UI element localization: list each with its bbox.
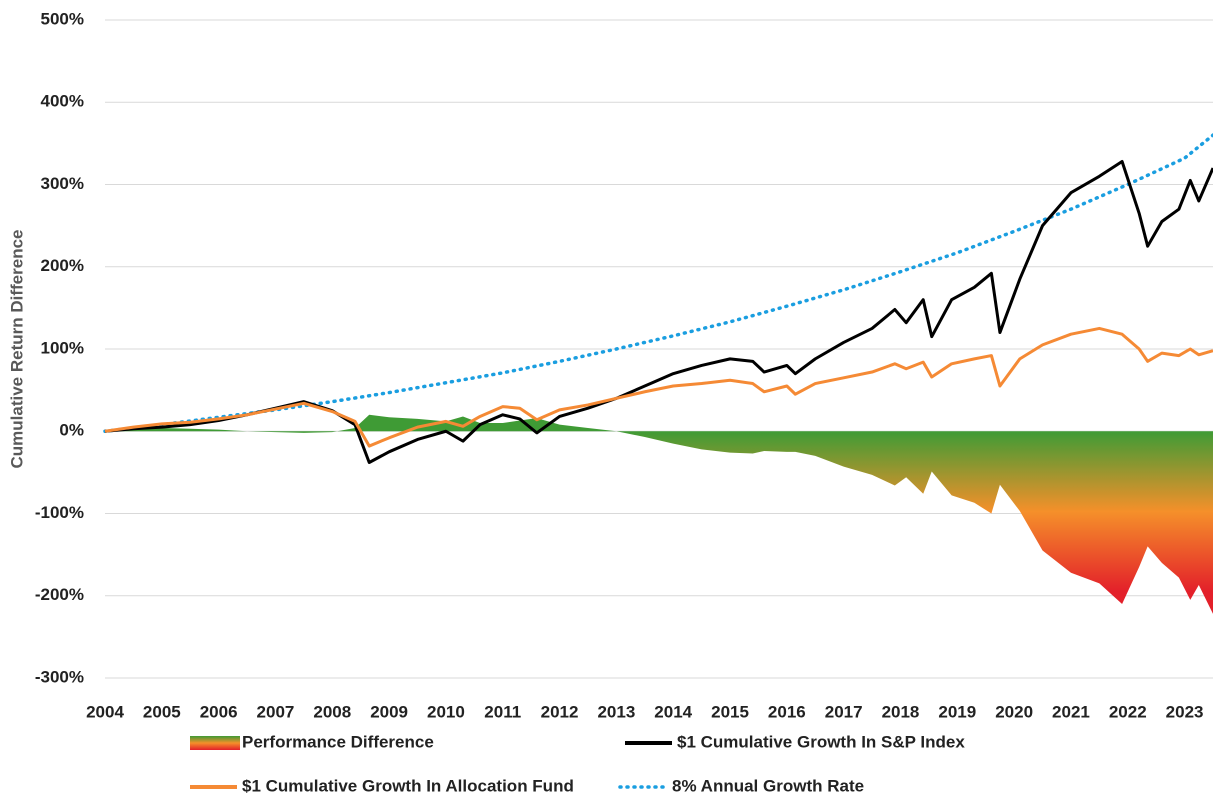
- x-tick-label: 2015: [711, 702, 749, 721]
- difference-area: [105, 414, 1213, 614]
- y-axis-label: Cumulative Return Difference: [7, 230, 26, 469]
- series-line: [104, 326, 1213, 448]
- y-tick-label: -200%: [35, 585, 84, 604]
- x-tick-label: 2016: [768, 702, 806, 721]
- x-tick-label: 2008: [313, 702, 351, 721]
- x-tick-label: 2011: [484, 702, 521, 721]
- legend-label: 8% Annual Growth Rate: [672, 776, 864, 795]
- legend-label: $1 Cumulative Growth In Allocation Fund: [242, 776, 574, 795]
- x-tick-label: 2012: [541, 702, 579, 721]
- x-tick-label: 2009: [370, 702, 408, 721]
- x-tick-label: 2005: [143, 702, 181, 721]
- x-tick-label: 2020: [995, 702, 1033, 721]
- series-line: [103, 133, 1213, 433]
- x-tick-label: 2018: [882, 702, 920, 721]
- y-tick-label: -100%: [35, 503, 84, 522]
- x-tick-label: 2019: [938, 702, 976, 721]
- x-tick-label: 2014: [654, 702, 692, 721]
- x-tick-label: 2006: [200, 702, 238, 721]
- legend-label: $1 Cumulative Growth In S&P Index: [677, 732, 965, 751]
- x-tick-label: 2021: [1052, 702, 1090, 721]
- x-tick-label: 2023: [1166, 702, 1204, 721]
- x-tick-label: 2004: [86, 702, 124, 721]
- x-tick-label: 2013: [597, 702, 635, 721]
- x-tick-label: 2010: [427, 702, 465, 721]
- y-tick-label: 500%: [41, 9, 84, 28]
- x-tick-label: 2022: [1109, 702, 1147, 721]
- y-tick-label: 200%: [41, 256, 84, 275]
- series-line: [104, 159, 1213, 465]
- y-tick-label: -300%: [35, 667, 84, 686]
- legend-swatch: [190, 736, 240, 750]
- y-tick-label: 0%: [59, 421, 84, 440]
- y-tick-label: 400%: [41, 92, 84, 111]
- y-tick-label: 100%: [41, 338, 84, 357]
- y-tick-label: 300%: [41, 174, 84, 193]
- x-tick-label: 2017: [825, 702, 863, 721]
- legend-label: Performance Difference: [242, 732, 434, 751]
- x-tick-label: 2007: [257, 702, 295, 721]
